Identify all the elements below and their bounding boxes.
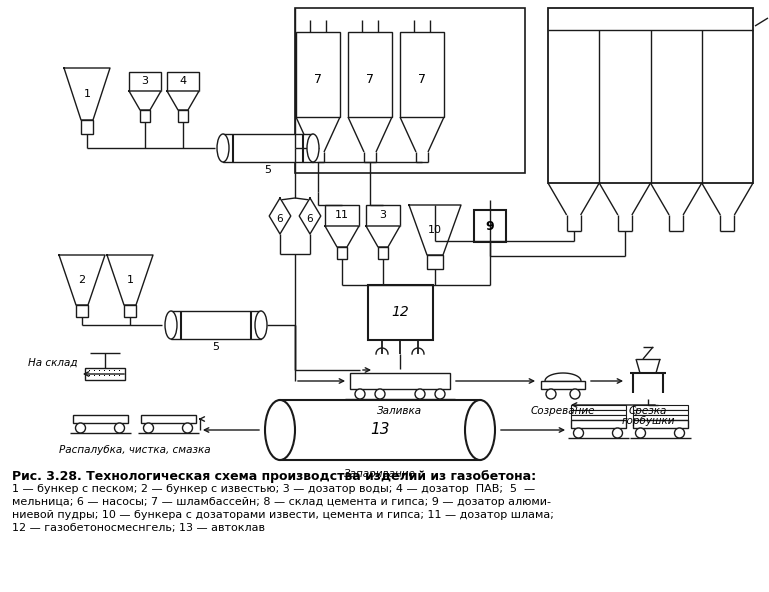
Bar — [541, 381, 585, 389]
Bar — [76, 305, 88, 317]
Bar — [571, 405, 625, 410]
Circle shape — [144, 423, 154, 433]
Bar — [295, 8, 525, 173]
Bar — [474, 210, 506, 242]
Text: 11: 11 — [335, 211, 349, 220]
Bar — [167, 72, 199, 91]
Text: Заливка: Заливка — [378, 406, 422, 416]
Text: 12: 12 — [391, 305, 409, 320]
Text: 4: 4 — [179, 76, 187, 86]
Text: Срезка: Срезка — [629, 406, 667, 416]
Bar — [72, 415, 128, 423]
Ellipse shape — [307, 134, 319, 162]
Ellipse shape — [217, 134, 229, 162]
Circle shape — [546, 389, 556, 399]
Text: мельница; 6 — насосы; 7 — шламбассейн; 8 — склад цемента и гипса; 9 — дозатор ал: мельница; 6 — насосы; 7 — шламбассейн; 8… — [12, 497, 551, 507]
Text: 6: 6 — [277, 214, 283, 224]
Bar — [337, 247, 347, 259]
Polygon shape — [409, 205, 461, 255]
Bar — [129, 72, 161, 91]
Circle shape — [574, 428, 584, 438]
Ellipse shape — [165, 311, 177, 339]
Text: Рис. 3.28. Технологическая схема производства изделий из газобетона:: Рис. 3.28. Технологическая схема произво… — [12, 470, 536, 483]
Ellipse shape — [265, 400, 295, 460]
Bar — [571, 410, 625, 415]
Text: 1: 1 — [84, 89, 91, 99]
Text: 10: 10 — [428, 225, 442, 235]
Text: Распалубка, чистка, смазка: Распалубка, чистка, смазка — [59, 445, 211, 455]
Bar — [81, 120, 93, 134]
Bar — [632, 410, 687, 415]
Text: 3: 3 — [379, 211, 387, 220]
Ellipse shape — [465, 400, 495, 460]
Bar — [325, 205, 359, 226]
Bar — [571, 420, 625, 428]
Bar — [632, 405, 687, 410]
Polygon shape — [167, 91, 199, 110]
Ellipse shape — [255, 311, 267, 339]
Circle shape — [435, 389, 445, 399]
Circle shape — [75, 423, 85, 433]
Text: 1 — бункер с песком; 2 — бункер с известью; 3 — дозатор воды; 4 — дозатор  ПАВ; : 1 — бункер с песком; 2 — бункер с извест… — [12, 484, 535, 494]
Bar — [632, 420, 687, 428]
Polygon shape — [299, 198, 321, 234]
Circle shape — [415, 389, 425, 399]
Circle shape — [355, 389, 365, 399]
Circle shape — [635, 428, 645, 438]
Bar — [141, 415, 195, 423]
Bar — [223, 134, 313, 162]
Text: 13: 13 — [370, 423, 390, 437]
Bar — [632, 415, 687, 420]
Text: 3: 3 — [141, 76, 148, 86]
Circle shape — [612, 428, 622, 438]
Polygon shape — [64, 68, 110, 120]
Bar — [366, 205, 400, 226]
Text: 7: 7 — [314, 73, 322, 86]
Text: 2: 2 — [78, 275, 85, 285]
Text: 7: 7 — [418, 73, 426, 86]
Text: горбушки: горбушки — [621, 416, 674, 426]
Text: 6: 6 — [307, 214, 313, 224]
Bar — [548, 8, 753, 183]
Polygon shape — [269, 198, 291, 234]
Bar — [378, 247, 388, 259]
Circle shape — [182, 423, 192, 433]
Bar — [124, 305, 136, 317]
Polygon shape — [107, 255, 153, 305]
Text: 12 — газобетоносмеснгель; 13 — автоклав: 12 — газобетоносмеснгель; 13 — автоклав — [12, 523, 265, 533]
Circle shape — [115, 423, 125, 433]
Bar — [348, 32, 392, 117]
Bar — [350, 373, 450, 389]
Circle shape — [674, 428, 684, 438]
Text: Запаривание: Запаривание — [344, 469, 416, 479]
Text: 7: 7 — [366, 73, 374, 86]
Text: 9: 9 — [486, 220, 494, 233]
Bar — [171, 311, 261, 339]
Polygon shape — [325, 226, 359, 247]
Polygon shape — [59, 255, 105, 305]
Bar — [368, 285, 432, 340]
Bar — [280, 400, 480, 460]
Text: Созревание: Созревание — [531, 406, 595, 416]
Polygon shape — [545, 373, 581, 381]
Polygon shape — [366, 226, 400, 247]
Text: 1: 1 — [126, 275, 134, 285]
Bar — [85, 368, 125, 380]
Bar — [427, 255, 443, 269]
Polygon shape — [129, 91, 161, 110]
Bar — [296, 32, 340, 117]
Text: На склад: На склад — [28, 358, 77, 368]
Text: 5: 5 — [212, 342, 219, 352]
Circle shape — [570, 389, 580, 399]
Bar — [400, 32, 444, 117]
Text: ниевой пудры; 10 — бункера с дозаторами извести, цемента и гипса; 11 — дозатор ш: ниевой пудры; 10 — бункера с дозаторами … — [12, 510, 554, 520]
Bar — [140, 110, 150, 122]
Text: 5: 5 — [265, 165, 271, 175]
Bar — [571, 415, 625, 420]
Circle shape — [375, 389, 385, 399]
Bar — [178, 110, 188, 122]
